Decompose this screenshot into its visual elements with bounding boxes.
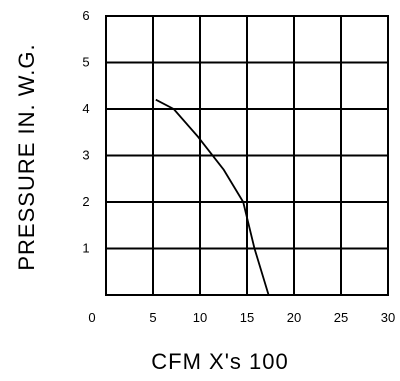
y-tick-labels: 1 2 3 4 5 6 xyxy=(82,8,89,256)
x-tick-label-0: 0 xyxy=(88,310,95,325)
x-tick-label-30: 30 xyxy=(381,310,395,325)
y-tick-label-3: 3 xyxy=(82,148,89,163)
x-tick-label-25: 25 xyxy=(334,310,348,325)
y-tick-label-4: 4 xyxy=(82,101,89,116)
y-tick-label-5: 5 xyxy=(82,55,89,70)
x-tick-label-10: 10 xyxy=(193,310,207,325)
y-tick-label-6: 6 xyxy=(82,8,89,23)
series-line-0 xyxy=(155,98,270,296)
x-tick-labels: 0 5 10 15 20 25 30 xyxy=(88,310,395,325)
y-tick-label-2: 2 xyxy=(82,194,89,209)
x-axis-title: CFM X's 100 xyxy=(151,349,288,374)
series-layer xyxy=(155,98,270,296)
x-tick-label-15: 15 xyxy=(240,310,254,325)
plot-frame xyxy=(105,15,389,296)
x-tick-label-5: 5 xyxy=(149,310,156,325)
y-axis-title: PRESSURE IN. W.G. xyxy=(14,43,39,270)
grid xyxy=(105,15,389,296)
y-tick-label-1: 1 xyxy=(82,241,89,256)
x-tick-label-20: 20 xyxy=(287,310,301,325)
